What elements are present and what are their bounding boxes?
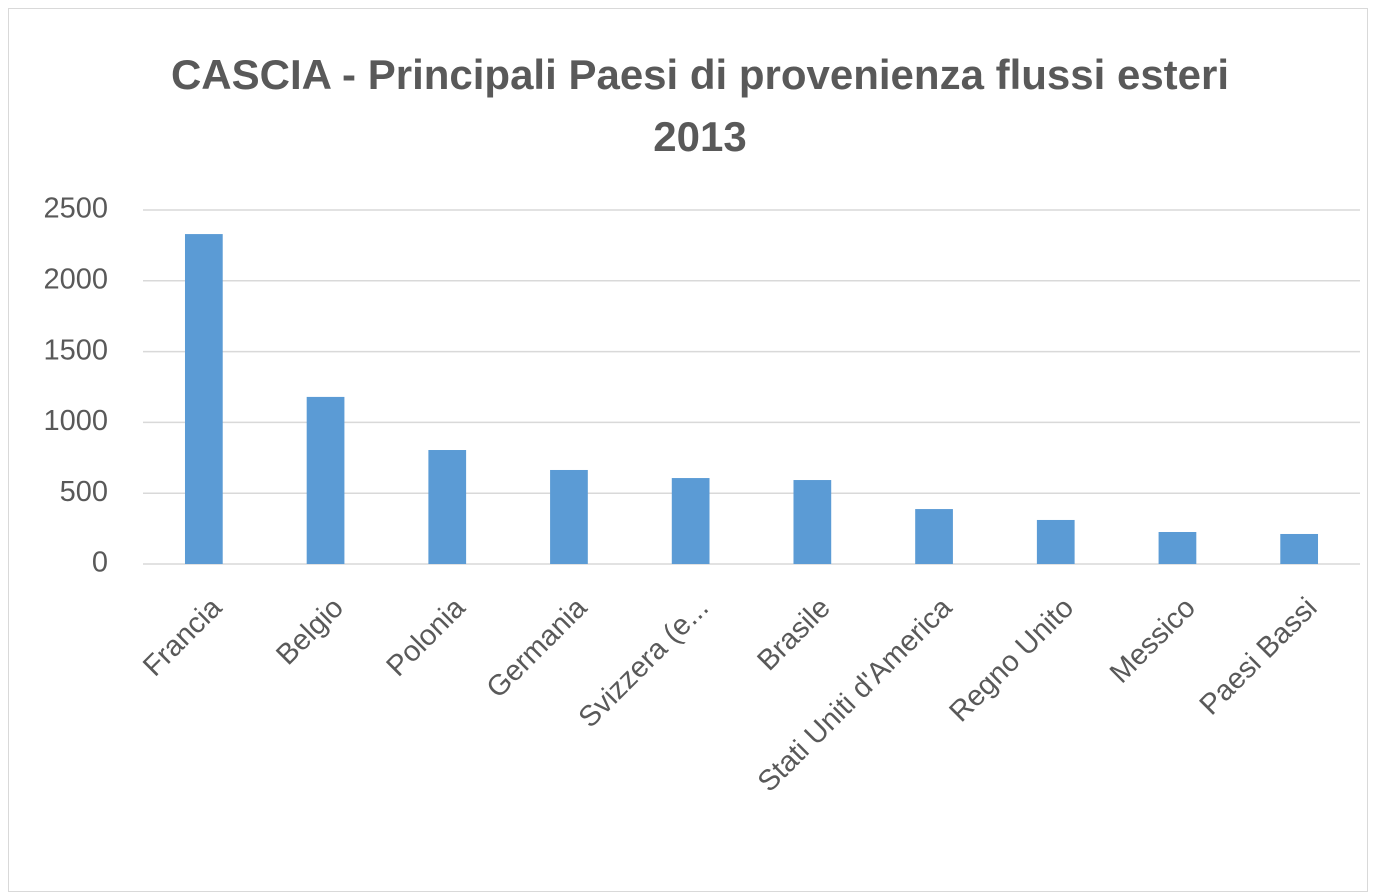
bar xyxy=(550,469,588,564)
bar xyxy=(306,396,345,564)
chart-frame xyxy=(8,8,1368,892)
bar xyxy=(428,450,467,564)
x-tick-label: Regno Unito xyxy=(943,592,1080,729)
bar xyxy=(1158,531,1197,564)
bar xyxy=(915,509,953,564)
y-tick-label: 1500 xyxy=(43,334,108,366)
bar xyxy=(1036,519,1075,564)
y-tick-label: 1000 xyxy=(43,405,108,437)
x-tick-label: Polonia xyxy=(381,591,473,683)
y-tick-label: 2500 xyxy=(43,193,108,225)
bar xyxy=(1280,533,1319,564)
x-tick-label: Francia xyxy=(137,591,229,683)
bar xyxy=(671,478,710,564)
chart-title: CASCIA - Principali Paesi di provenienza… xyxy=(170,51,1230,160)
bar xyxy=(184,234,223,564)
bar xyxy=(793,480,832,564)
y-tick-label: 0 xyxy=(92,547,108,579)
x-tick-label: Messico xyxy=(1104,592,1202,690)
x-tick-label: Paesi Bassi xyxy=(1194,592,1324,722)
x-tick-label: Brasile xyxy=(751,592,836,677)
x-tick-label: Belgio xyxy=(270,592,350,672)
y-tick-label: 500 xyxy=(60,476,108,508)
x-tick-label: Germania xyxy=(481,591,594,704)
x-tick-label: Svizzera (e... xyxy=(573,592,715,734)
y-tick-label: 2000 xyxy=(43,263,108,295)
